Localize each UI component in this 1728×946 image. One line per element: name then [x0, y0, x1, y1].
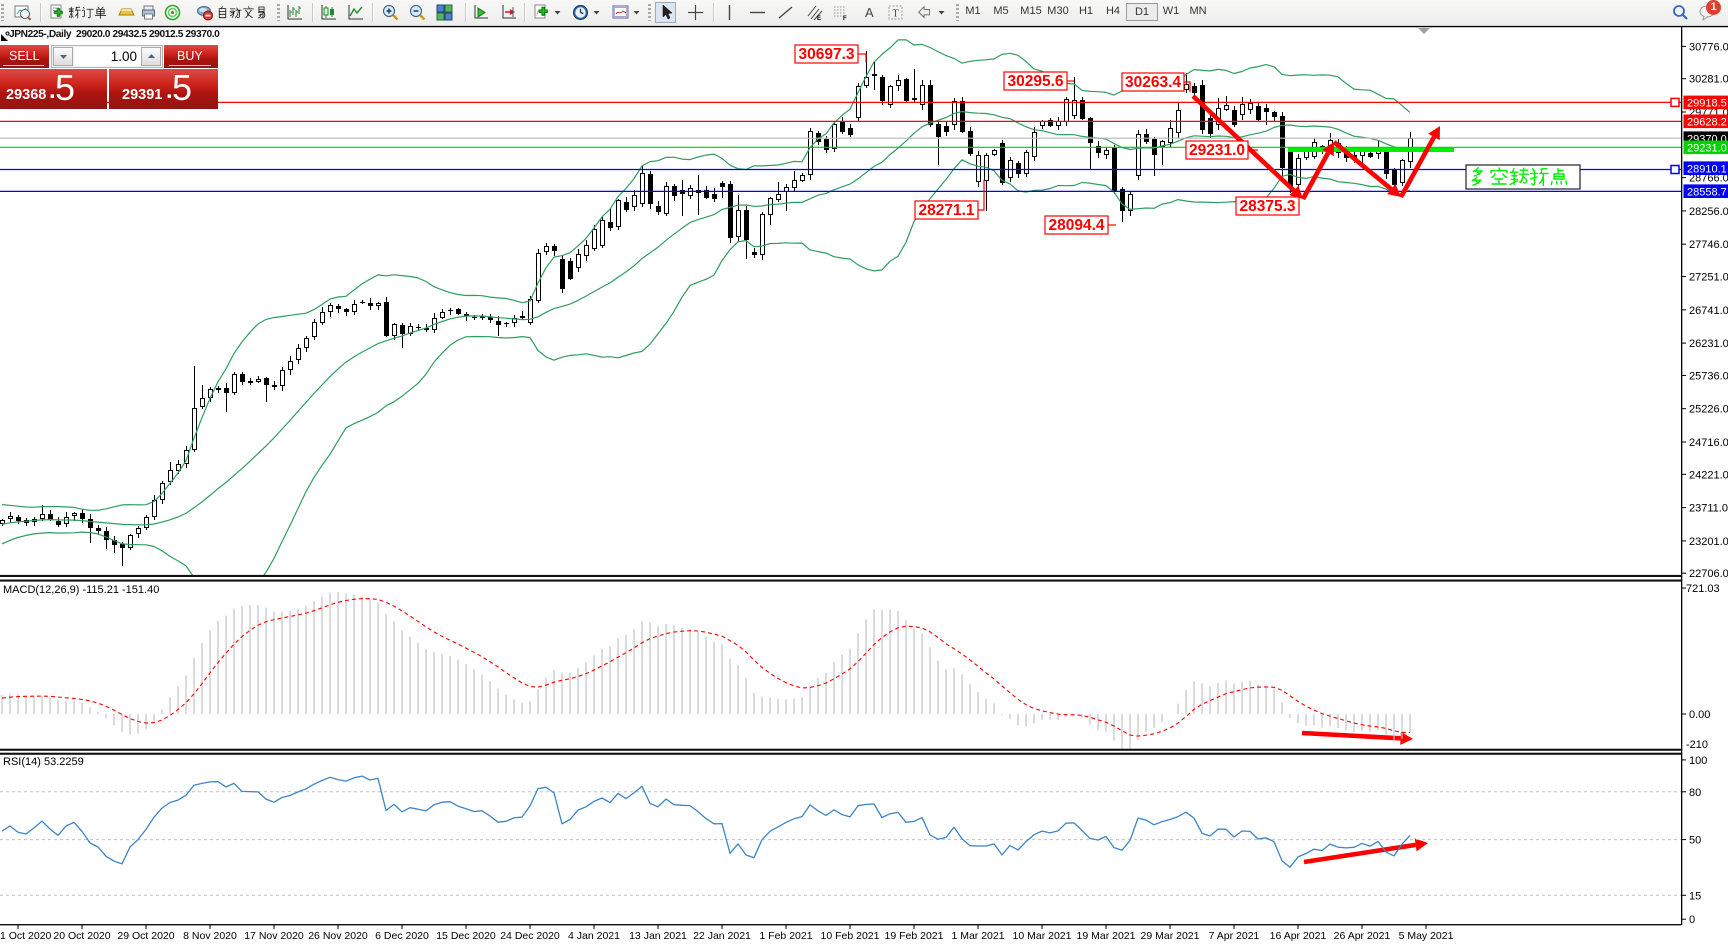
svg-text:100: 100: [1689, 755, 1707, 767]
svg-text:24 Dec 2020: 24 Dec 2020: [500, 930, 560, 942]
svg-text:MACD(12,26,9) -115.21 -151.40: MACD(12,26,9) -115.21 -151.40: [3, 584, 159, 596]
svg-text:1 Mar 2021: 1 Mar 2021: [951, 930, 1004, 942]
svg-text:25226.0: 25226.0: [1689, 404, 1728, 416]
svg-text:4 Jan 2021: 4 Jan 2021: [568, 930, 620, 942]
svg-text:29 Oct 2020: 29 Oct 2020: [117, 930, 174, 942]
svg-text:27746.0: 27746.0: [1689, 239, 1728, 251]
svg-text:29231.0: 29231.0: [1687, 143, 1727, 155]
svg-text:0.00: 0.00: [1689, 709, 1710, 721]
svg-text:-210: -210: [1686, 739, 1708, 751]
svg-text:F: F: [843, 16, 847, 21]
svg-text:30776.0: 30776.0: [1689, 41, 1728, 53]
svg-text:10 Feb 2021: 10 Feb 2021: [821, 930, 880, 942]
svg-text:28910.1: 28910.1: [1687, 163, 1727, 175]
svg-text:15 Dec 2020: 15 Dec 2020: [436, 930, 496, 942]
svg-text:23201.0: 23201.0: [1689, 536, 1728, 548]
svg-text:28558.7: 28558.7: [1687, 186, 1727, 198]
svg-text:RSI(14) 53.2259: RSI(14) 53.2259: [3, 756, 84, 768]
svg-text:30295.6: 30295.6: [1007, 73, 1063, 90]
svg-text:22706.0: 22706.0: [1689, 568, 1728, 580]
svg-text:26231.0: 26231.0: [1689, 338, 1728, 350]
svg-text:721.03: 721.03: [1686, 583, 1720, 595]
svg-text:15: 15: [1689, 890, 1701, 902]
svg-text:23711.0: 23711.0: [1689, 503, 1728, 515]
svg-text:30281.0: 30281.0: [1689, 74, 1728, 86]
svg-text:E: E: [817, 16, 821, 21]
svg-text:1 Feb 2021: 1 Feb 2021: [759, 930, 812, 942]
svg-text:10 Mar 2021: 10 Mar 2021: [1013, 930, 1072, 942]
svg-text:T: T: [893, 9, 899, 20]
svg-text:25736.0: 25736.0: [1689, 370, 1728, 382]
svg-text:26741.0: 26741.0: [1689, 305, 1728, 317]
svg-text:30263.4: 30263.4: [1125, 74, 1181, 91]
svg-text:50: 50: [1689, 835, 1701, 847]
svg-text:20 Oct 2020: 20 Oct 2020: [53, 930, 110, 942]
svg-text:29231.0: 29231.0: [1189, 142, 1245, 159]
svg-text:28271.1: 28271.1: [918, 202, 974, 219]
svg-text:30697.3: 30697.3: [798, 46, 854, 63]
svg-text:24716.0: 24716.0: [1689, 437, 1728, 449]
svg-text:27251.0: 27251.0: [1689, 272, 1728, 284]
svg-text:16 Apr 2021: 16 Apr 2021: [1270, 930, 1327, 942]
svg-text:0: 0: [1689, 914, 1695, 926]
svg-text:7 Apr 2021: 7 Apr 2021: [1209, 930, 1260, 942]
svg-text:13 Jan 2021: 13 Jan 2021: [629, 930, 687, 942]
svg-text:19 Feb 2021: 19 Feb 2021: [885, 930, 944, 942]
svg-text:29918.5: 29918.5: [1687, 98, 1727, 110]
svg-text:29 Mar 2021: 29 Mar 2021: [1141, 930, 1200, 942]
svg-text:29628.2: 29628.2: [1687, 117, 1727, 129]
svg-text:8 Nov 2020: 8 Nov 2020: [183, 930, 237, 942]
svg-text:28375.3: 28375.3: [1239, 198, 1295, 215]
svg-text:5 May 2021: 5 May 2021: [1399, 930, 1454, 942]
svg-text:6 Dec 2020: 6 Dec 2020: [375, 930, 429, 942]
svg-text:26 Apr 2021: 26 Apr 2021: [1334, 930, 1391, 942]
svg-text:17 Nov 2020: 17 Nov 2020: [244, 930, 304, 942]
svg-text:28766.0: 28766.0: [1689, 173, 1728, 185]
svg-text:26 Nov 2020: 26 Nov 2020: [308, 930, 368, 942]
svg-text:28256.0: 28256.0: [1689, 206, 1728, 218]
svg-text:A: A: [865, 5, 874, 20]
svg-text:19 Mar 2021: 19 Mar 2021: [1077, 930, 1136, 942]
svg-text:1 Oct 2020: 1 Oct 2020: [0, 930, 52, 942]
svg-text:22 Jan 2021: 22 Jan 2021: [693, 930, 751, 942]
svg-text:28094.4: 28094.4: [1048, 217, 1104, 234]
svg-text:24221.0: 24221.0: [1689, 469, 1728, 481]
svg-text:80: 80: [1689, 787, 1701, 799]
